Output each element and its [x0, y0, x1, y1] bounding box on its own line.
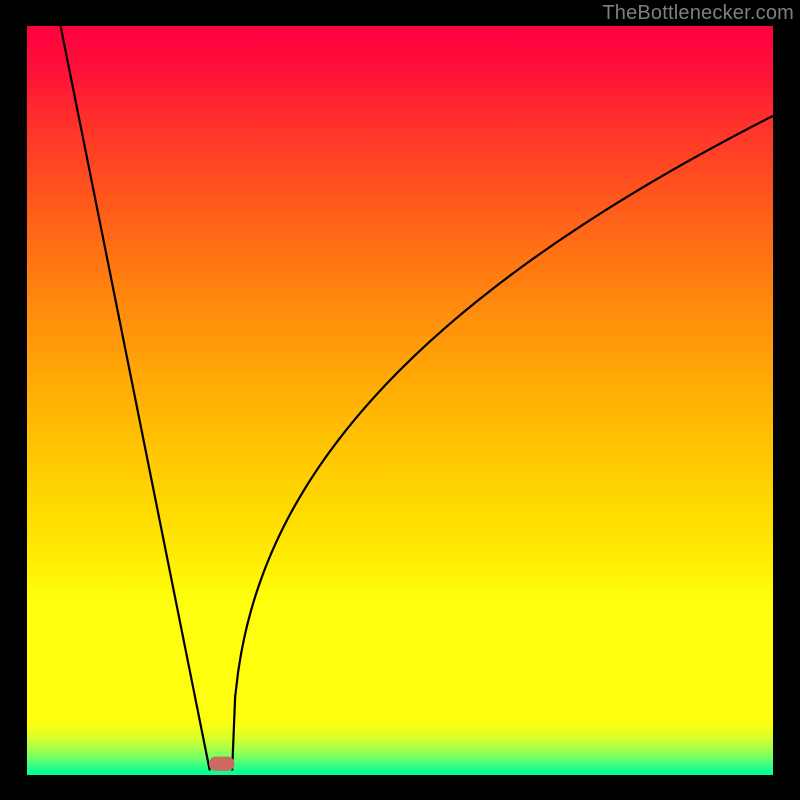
plot-svg [27, 26, 773, 775]
plot-area [27, 26, 773, 775]
minimum-marker [209, 757, 234, 771]
gradient-background [27, 26, 773, 775]
chart-container: TheBottlenecker.com [0, 0, 800, 800]
watermark-text: TheBottlenecker.com [602, 0, 794, 26]
